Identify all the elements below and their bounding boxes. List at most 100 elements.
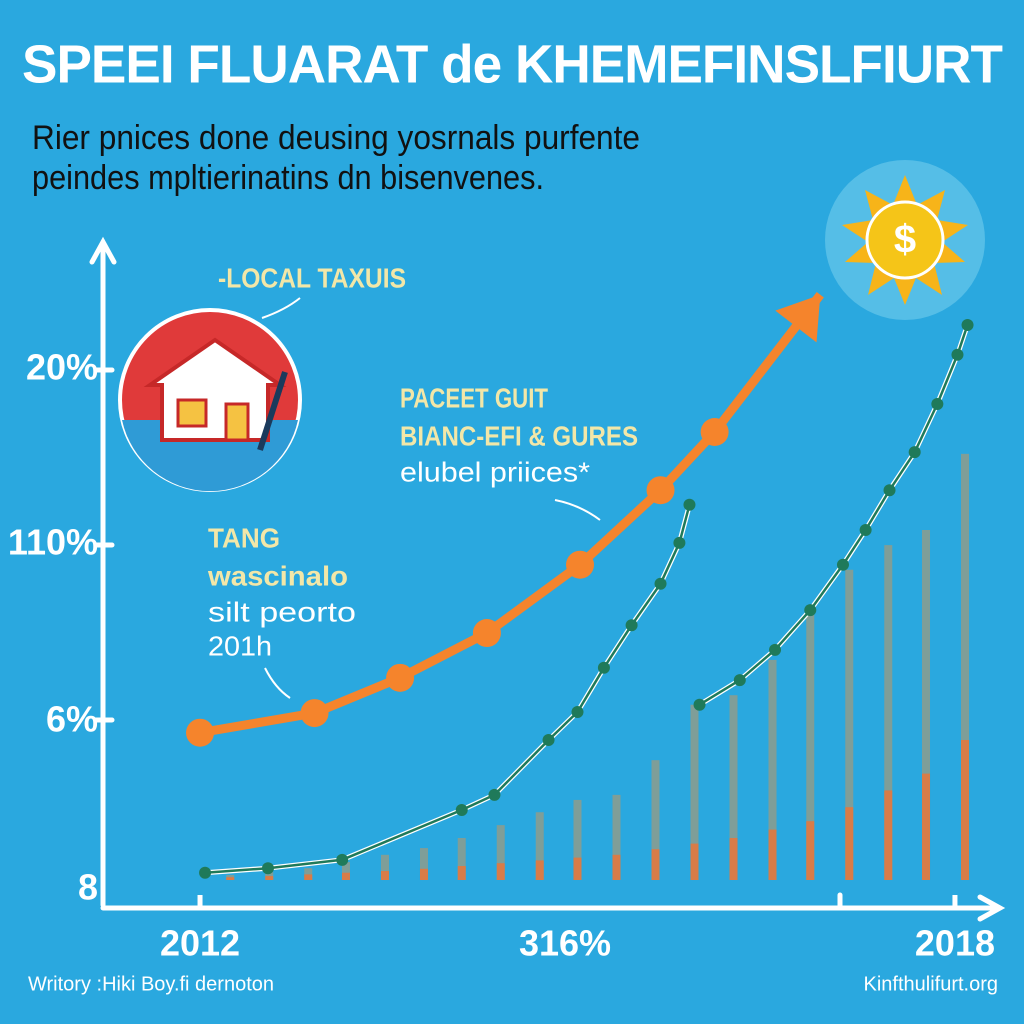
- bar: [573, 857, 582, 880]
- bar: [380, 854, 389, 880]
- bar: [304, 868, 313, 880]
- bar: [612, 794, 621, 880]
- sun-icon: $: [825, 160, 985, 320]
- point: [336, 853, 349, 866]
- y-axis-label: 20%: [26, 347, 98, 388]
- point: [883, 484, 896, 497]
- annotation: TANG: [208, 522, 280, 553]
- point: [186, 718, 215, 747]
- bar: [884, 790, 893, 880]
- x-tick-label: 2012: [160, 923, 240, 964]
- bar: [535, 860, 544, 880]
- bar: [961, 453, 970, 880]
- x-axis-label: 316%: [519, 923, 611, 964]
- bar: [922, 530, 931, 880]
- point: [386, 663, 415, 692]
- point: [700, 418, 729, 446]
- subtitle: Rier pnices done deusing yosrnals purfen…: [32, 119, 640, 157]
- point: [566, 550, 595, 579]
- bar: [690, 704, 699, 880]
- point: [961, 319, 974, 332]
- bar: [457, 866, 466, 880]
- point: [488, 788, 501, 801]
- annotation-arrow: [554, 499, 601, 521]
- point: [931, 398, 944, 410]
- annotation-arrow: [261, 297, 301, 319]
- bar: [457, 838, 466, 880]
- bar: [380, 871, 389, 880]
- bar: [651, 849, 660, 880]
- bar: [845, 807, 854, 880]
- bar: [806, 821, 815, 880]
- y-axis-label: 8: [78, 867, 98, 908]
- bar: [768, 659, 777, 880]
- footer: Kinfthulifurt.org: [863, 973, 998, 995]
- bar: [265, 872, 274, 880]
- annotation: BIANC-EFI & GURES: [400, 420, 638, 451]
- annotation-arrow: [264, 667, 291, 699]
- bar: [612, 854, 621, 880]
- bar: [651, 760, 660, 880]
- point: [859, 524, 872, 536]
- annotation: silt peorto: [208, 596, 356, 627]
- annotation: PACEET GUIT: [400, 382, 548, 413]
- bar: [535, 812, 544, 880]
- arrow-head: [775, 294, 821, 343]
- annotation: wascinalo: [207, 560, 348, 591]
- y-axis-label: 6%: [46, 699, 98, 740]
- footer: Writory :Hiki Boy.fi dernoton: [28, 973, 274, 995]
- bar: [845, 569, 854, 880]
- point: [951, 348, 964, 361]
- bar: [304, 874, 313, 880]
- axes: [89, 236, 1006, 922]
- chart-title: SPEEI FLUARAT de KHEMEFINSLFIURT: [22, 34, 1003, 94]
- bar: [690, 843, 699, 880]
- bar: [961, 740, 970, 880]
- x-axis-arrow: [977, 894, 1006, 922]
- point: [455, 804, 468, 816]
- point: [733, 674, 746, 687]
- bar: [265, 876, 274, 880]
- bar: [922, 773, 931, 880]
- bar: [496, 863, 505, 880]
- point: [472, 619, 501, 648]
- annotation: 201h: [208, 630, 272, 661]
- bar: [729, 695, 738, 880]
- point: [683, 498, 696, 511]
- point: [261, 862, 274, 875]
- bar: [341, 862, 350, 880]
- x-tick-label: 2018: [915, 923, 995, 964]
- bar: [419, 848, 428, 880]
- point: [836, 558, 849, 571]
- point: [199, 866, 212, 879]
- point: [646, 476, 675, 505]
- bar: [496, 825, 505, 880]
- point: [673, 536, 686, 549]
- line: [205, 504, 691, 874]
- y-axis-label: 110%: [8, 522, 98, 563]
- point: [654, 577, 667, 590]
- house-icon: [118, 308, 302, 492]
- point: [542, 734, 555, 746]
- annotation: elubel priices*: [400, 456, 590, 487]
- subtitle: peindes mpltierinatins dn bisenvenes.: [32, 159, 544, 197]
- bar: [768, 829, 777, 880]
- point: [571, 706, 584, 718]
- point: [300, 699, 329, 728]
- point: [908, 446, 921, 459]
- point: [693, 698, 706, 711]
- bar: [729, 838, 738, 880]
- plot-area: [186, 292, 974, 880]
- sun-symbol: $: [894, 218, 916, 262]
- bar: [419, 868, 428, 880]
- point: [769, 643, 782, 656]
- y-axis-arrow: [89, 236, 117, 265]
- point: [625, 619, 638, 632]
- bar: [226, 877, 235, 880]
- bar: [341, 872, 350, 880]
- point: [804, 604, 817, 617]
- bar: [573, 799, 582, 880]
- annotation: -LOCAL TAXUIS: [218, 262, 406, 293]
